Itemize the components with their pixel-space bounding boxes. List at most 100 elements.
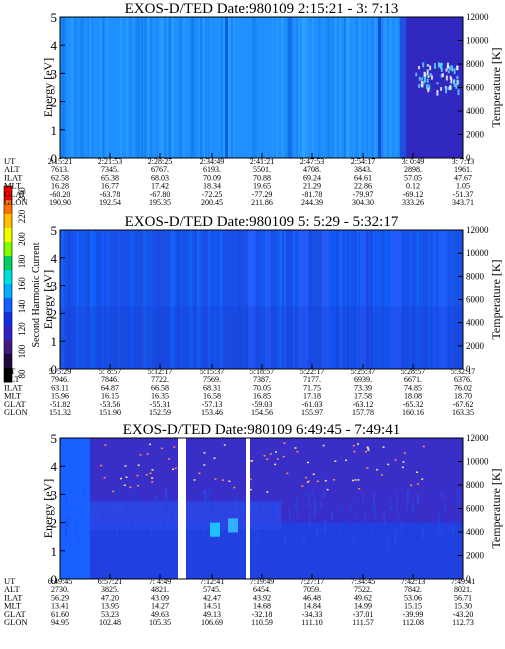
orbit-table-cell: 151.32 (49, 408, 71, 417)
colorbar-swatch (4, 368, 12, 383)
orbit-table-cell: -69.12 (403, 190, 424, 199)
orbit-table-row-label: ALT (4, 164, 21, 174)
colorbar-swatch (4, 312, 12, 327)
orbit-table-cell: 2:21:53 (98, 157, 122, 166)
orbit-table-row-label: GLON (4, 617, 28, 627)
orbit-table-cell: 15.15 (404, 602, 422, 611)
y-tick-label: 4 (51, 459, 58, 474)
orbit-table-cell: 6939. (354, 375, 372, 384)
orbit-table-cell: 66.58 (151, 383, 169, 392)
y2-tick-label: 12000 (466, 433, 489, 443)
orbit-table-cell: -57.13 (202, 400, 223, 409)
y2-tick-label: 10000 (466, 457, 489, 467)
y2-tick-label: 8000 (466, 480, 485, 490)
orbit-table-cell: 111.10 (301, 618, 322, 627)
orbit-table-cell: 16.77 (101, 182, 119, 191)
colorbar-swatch (4, 354, 12, 369)
orbit-table-cell: 76.02 (454, 383, 472, 392)
y2-tick-label: 0 (466, 574, 471, 584)
spectrogram-panel: EXOS-D/TED Date:980109 2:15:21 - 3: 7:13… (4, 1, 503, 207)
orbit-table-cell: 3: 0:49 (402, 157, 424, 166)
y-tick-label: 5 (51, 431, 58, 446)
y-tick-label: 2 (51, 95, 58, 110)
orbit-table-cell: -34.33 (302, 610, 323, 619)
colorbar-swatch (4, 298, 12, 313)
y-axis-label: Energy [eV] (41, 270, 55, 329)
orbit-table-cell: 71.75 (303, 383, 321, 392)
orbit-table-cell: 62.58 (51, 173, 69, 182)
orbit-table-cell: 5: 5:29 (49, 367, 71, 376)
orbit-table-cell: 7177. (303, 375, 321, 384)
orbit-table-cell: -53.56 (100, 400, 121, 409)
y2-tick-label: 10000 (466, 36, 489, 46)
colorbar-tick-label: 120 (17, 322, 27, 336)
spectrogram-panel: EXOS-D/TED Date:980109 6:49:45 - 7:49:41… (4, 422, 503, 627)
y2-tick-label: 2000 (466, 130, 485, 140)
orbit-table-cell: 2:41:21 (250, 157, 274, 166)
orbit-table-cell: 17.58 (354, 392, 372, 401)
orbit-table-cell: 7:34:45 (351, 577, 375, 586)
orbit-table-cell: 192.54 (99, 198, 121, 207)
colorbar-swatch (4, 228, 12, 243)
orbit-table-cell: 70.88 (253, 173, 271, 182)
orbit-table-cell: 64.87 (101, 383, 119, 392)
orbit-table-cell: 47.20 (101, 593, 119, 602)
orbit-table-cell: 343.71 (452, 198, 474, 207)
colorbar-frame (3, 185, 13, 383)
orbit-table-row-label: UT (4, 366, 16, 376)
y2-tick-label: 12000 (466, 12, 489, 22)
colorbar-label: Second Harmonic Current (31, 242, 42, 347)
orbit-table-cell: -39.99 (403, 610, 424, 619)
orbit-table-cell: 5:22:17 (300, 367, 324, 376)
y2-tick-label: 4000 (466, 318, 485, 328)
orbit-table-cell: 7:49:41 (451, 577, 475, 586)
orbit-table-cell: 333.26 (402, 198, 424, 207)
orbit-table-cell: 73.39 (354, 383, 372, 392)
orbit-table-cell: 244.39 (301, 198, 323, 207)
orbit-table-cell: 14.99 (354, 602, 372, 611)
colorbar-tick-label: 220 (17, 209, 27, 223)
y-tick-label: 0 (51, 362, 58, 377)
colorbar-tick-label: 140 (17, 299, 27, 313)
orbit-table-cell: 5:28:57 (401, 367, 425, 376)
colorbar-tick-label: 100 (17, 344, 27, 358)
y2-axis-label: Temperature [K] (489, 259, 503, 339)
orbit-table-cell: 46.48 (303, 593, 321, 602)
y-axis-label: Energy [eV] (41, 479, 55, 538)
orbit-table-cell: 304.30 (352, 198, 374, 207)
orbit-table-cell: 110.59 (251, 618, 273, 627)
orbit-table-cell: 63.11 (51, 383, 69, 392)
orbit-table-cell: 14.84 (303, 602, 321, 611)
orbit-table: UT 2:15:21 2:21:53 2:28:25 2:34:49 2:41:21 2:4… (4, 156, 474, 207)
orbit-table-cell: 5:18:57 (250, 367, 274, 376)
colorbar-tick-label: 160 (17, 277, 27, 291)
orbit-table-cell: -63.12 (353, 400, 374, 409)
orbit-table-row-label: ALT (4, 584, 21, 594)
orbit-table-row-label: GLAT (4, 609, 27, 619)
y-tick-label: 4 (51, 251, 58, 266)
spectrogram-image (60, 17, 463, 158)
orbit-table-cell: -72.25 (202, 190, 223, 199)
orbit-table-cell: -77.29 (252, 190, 273, 199)
orbit-table-cell: 153.46 (201, 408, 223, 417)
orbit-table-cell: 7: 4:49 (149, 577, 171, 586)
orbit-table-cell: 2:54:17 (351, 157, 375, 166)
orbit-table-cell: 65.38 (101, 173, 119, 182)
orbit-table-cell: 2:28:25 (148, 157, 172, 166)
orbit-table-cell: 15.30 (454, 602, 472, 611)
panel-title: EXOS-D/TED Date:980109 5: 5:29 - 5:32:17 (125, 214, 399, 230)
y-tick-label: 3 (51, 66, 58, 81)
orbit-table-cell: 14.51 (203, 602, 221, 611)
colorbar-tick-label: 80 (17, 369, 27, 379)
orbit-table-cell: 70.09 (203, 173, 221, 182)
orbit-table-cell: 18.34 (203, 182, 221, 191)
orbit-table-cell: 2:47:53 (300, 157, 324, 166)
orbit-table-cell: 61.60 (51, 610, 69, 619)
orbit-table-cell: 22.86 (354, 182, 372, 191)
orbit-table-cell: 6671. (404, 375, 422, 384)
orbit-table-cell: 3843. (354, 165, 372, 174)
orbit-table-cell: 3825. (101, 585, 119, 594)
orbit-table-cell: 74.85 (404, 383, 422, 392)
orbit-table-cell: 7:42:13 (401, 577, 425, 586)
orbit-table-cell: 15.96 (51, 392, 69, 401)
